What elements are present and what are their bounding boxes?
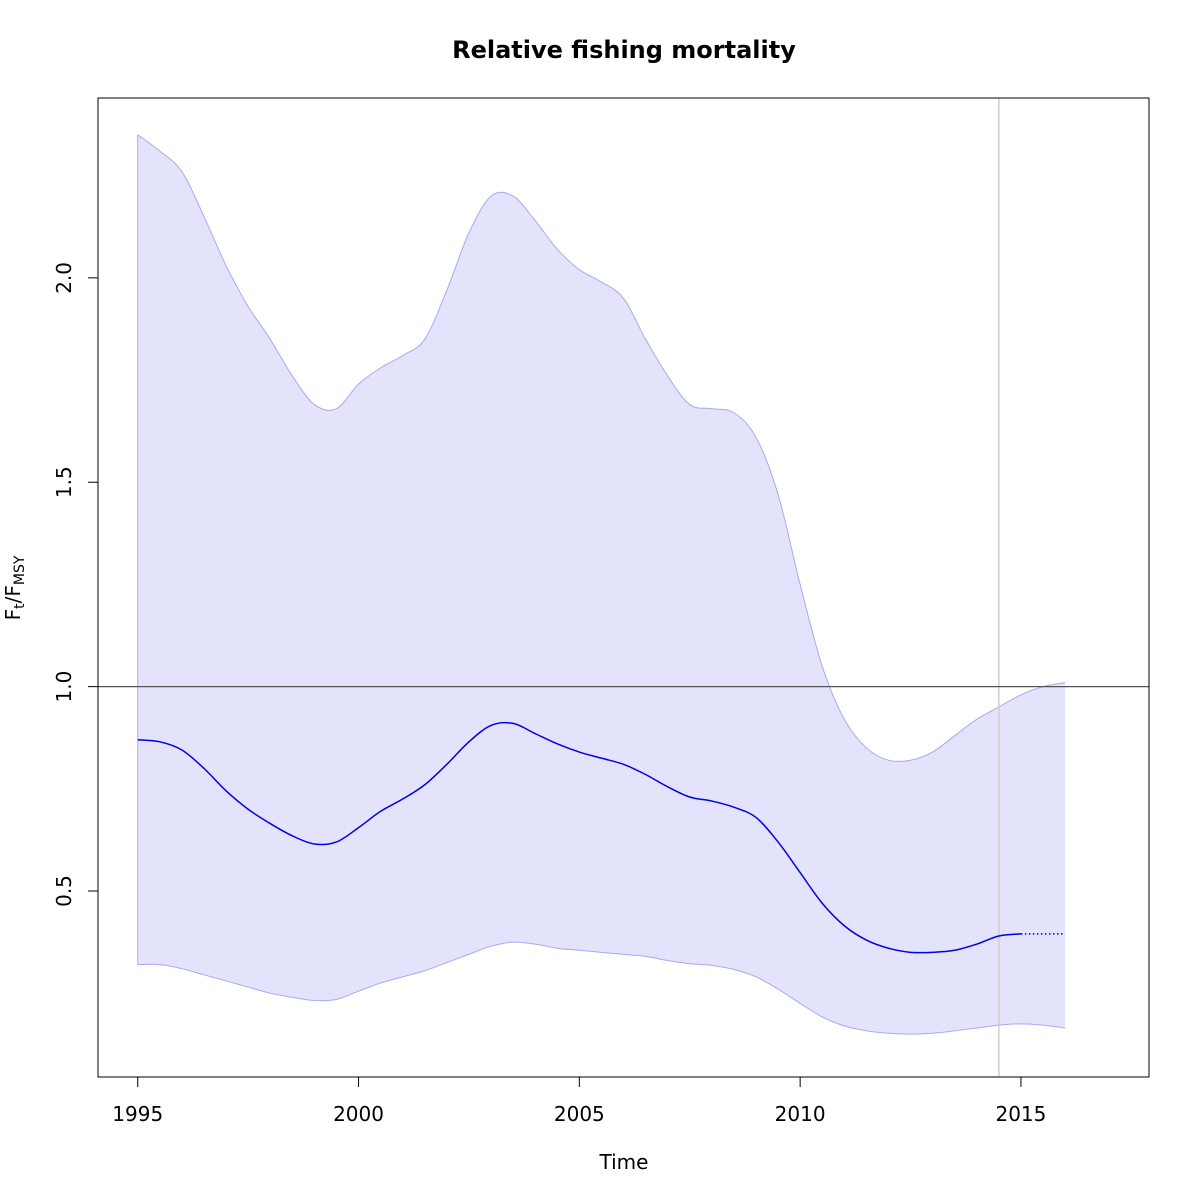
y-tick-label: 1.5 (52, 466, 76, 498)
band-lower-edge (137, 941, 1066, 1035)
x-tick-label: 1995 (112, 1102, 163, 1126)
x-axis: 1995 2000 2005 2010 2015 (112, 1076, 1046, 1126)
x-tick-label: 2015 (995, 1102, 1046, 1126)
y-tick-label: 1.0 (52, 671, 76, 703)
y-axis: 0.5 1.0 1.5 2.0 (52, 262, 99, 907)
chart-title: Relative fishing mortality (452, 36, 796, 64)
y-tick-label: 2.0 (52, 262, 76, 294)
confidence-band (137, 134, 1066, 1035)
series-line-estimate (137, 721, 1022, 954)
band-upper-edge (137, 134, 1066, 762)
x-axis-label: Time (599, 1150, 649, 1174)
x-tick-label: 2010 (775, 1102, 826, 1126)
x-tick-label: 2005 (554, 1102, 605, 1126)
y-tick-label: 0.5 (52, 875, 76, 907)
plot-area (98, 98, 1149, 1077)
y-axis-label: Ft/FMSY (1, 555, 28, 620)
x-tick-label: 2000 (333, 1102, 384, 1126)
